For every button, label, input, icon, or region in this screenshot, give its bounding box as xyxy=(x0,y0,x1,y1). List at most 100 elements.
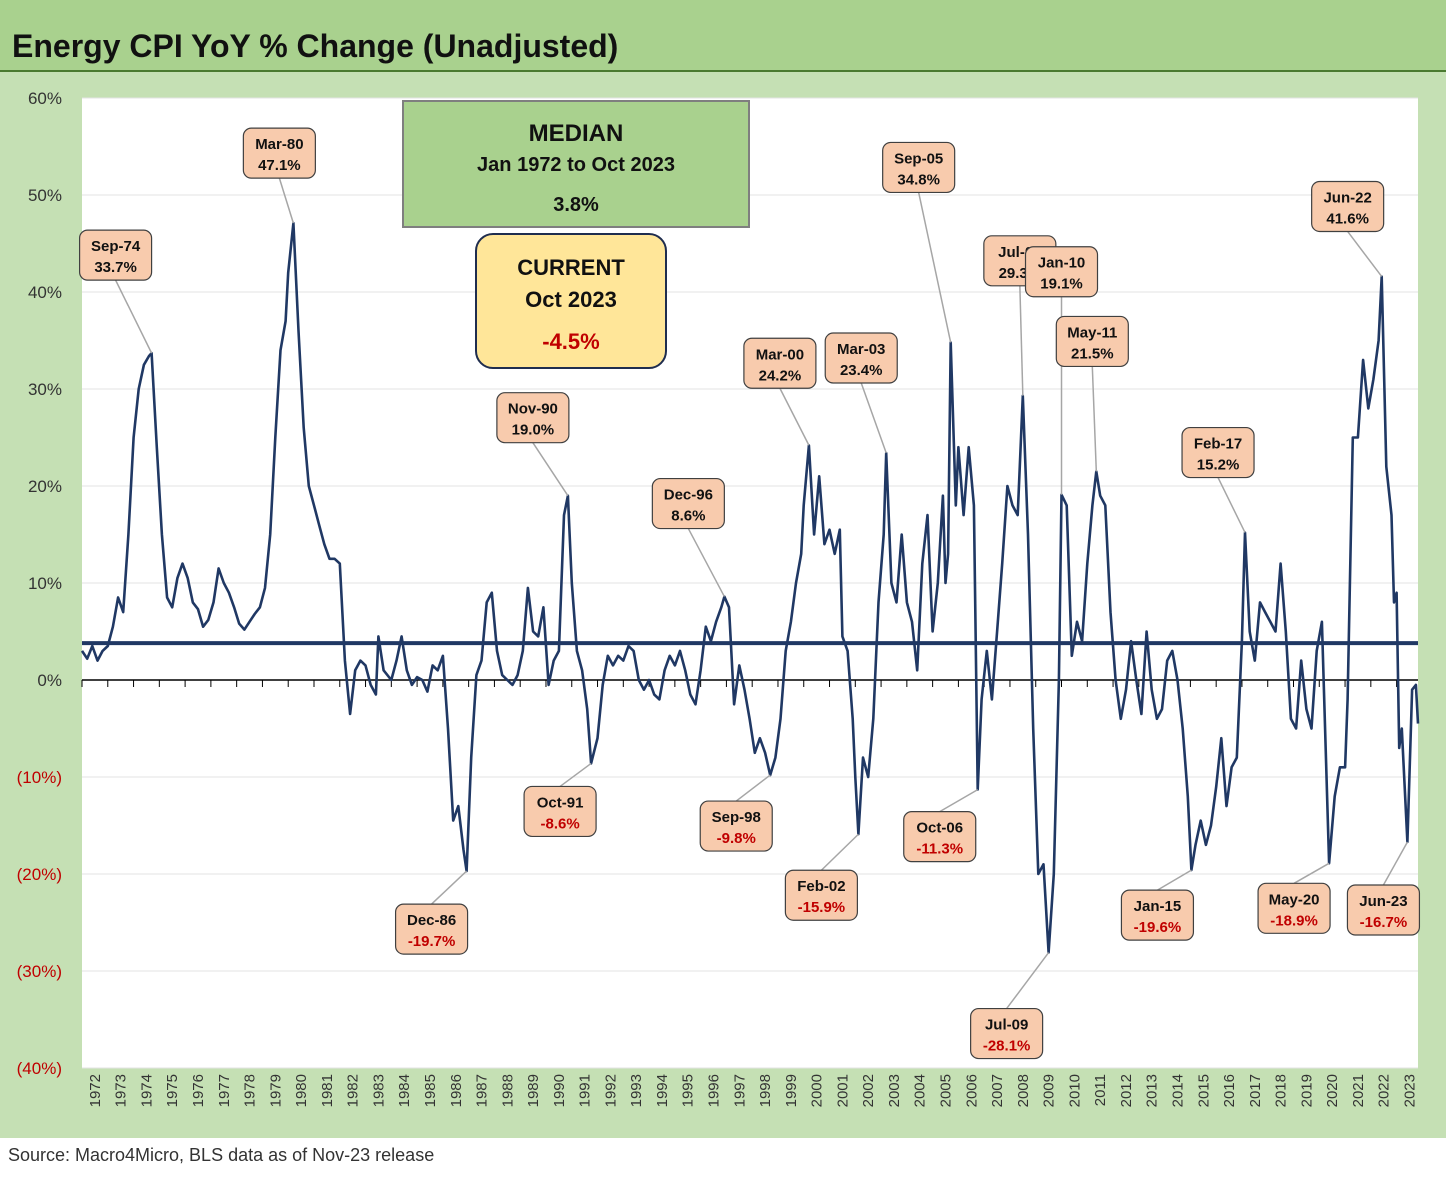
annotation-box xyxy=(1311,180,1385,233)
annotation-date: Dec-86 xyxy=(407,912,456,929)
annotation-value: -15.9% xyxy=(798,899,846,916)
annotation-leader xyxy=(114,279,153,354)
annotation-leader xyxy=(1091,366,1098,472)
annotation-leader xyxy=(1217,477,1246,533)
annotation-value: 23.4% xyxy=(840,362,883,379)
annotation-value: -19.7% xyxy=(408,933,456,950)
annotation-date: Nov-90 xyxy=(508,401,558,418)
annotation-box xyxy=(1181,426,1255,479)
x-tick-label: 1995 xyxy=(680,1074,697,1107)
annotation-box xyxy=(743,337,817,389)
annotation-value: 47.1% xyxy=(258,157,301,174)
annotation-value: 34.8% xyxy=(897,171,940,188)
annotation-value: -19.6% xyxy=(1134,919,1182,936)
x-tick-label: 1984 xyxy=(396,1074,413,1107)
x-tick-label: 2011 xyxy=(1092,1074,1109,1106)
annotation-value: 19.0% xyxy=(512,422,555,439)
x-tick-label: 2009 xyxy=(1041,1074,1058,1107)
x-tick-label: 1983 xyxy=(370,1074,387,1107)
x-tick-label: 2004 xyxy=(912,1074,929,1107)
y-tick-label: 0% xyxy=(37,671,62,690)
annotation-value: -18.9% xyxy=(1270,912,1318,929)
x-tick-label: 2019 xyxy=(1298,1074,1315,1107)
y-tick-label: (40%) xyxy=(17,1059,62,1078)
annotation-box xyxy=(496,392,570,444)
x-tick-label: 1988 xyxy=(499,1074,516,1107)
x-tick-label: 2000 xyxy=(809,1074,826,1107)
annotation-value: -28.1% xyxy=(983,1038,1031,1055)
annotation-value: -9.8% xyxy=(717,830,756,847)
y-tick-label: (20%) xyxy=(17,865,62,884)
annotation-leader xyxy=(779,387,810,446)
x-tick-label: 1977 xyxy=(216,1074,233,1107)
annotation-leader xyxy=(1006,952,1050,1010)
x-tick-label: 1980 xyxy=(293,1074,310,1107)
x-tick-label: 1998 xyxy=(757,1074,774,1107)
annotation-value: -11.3% xyxy=(916,841,963,858)
x-tick-label: 1973 xyxy=(113,1074,130,1107)
x-tick-label: 2006 xyxy=(963,1074,980,1107)
x-tick-label: 1982 xyxy=(345,1074,362,1107)
y-tick-label: 50% xyxy=(28,186,62,205)
annotation-date: Jun-22 xyxy=(1323,189,1371,206)
annotation-layer: Sep-74 33.7% Mar-80 47.1% Nov-90 19.0% Dec-96 8… xyxy=(78,127,1421,1060)
annotation-box xyxy=(970,1007,1044,1060)
median-value: 3.8% xyxy=(553,194,599,216)
annotation-date: Jan-10 xyxy=(1038,255,1086,272)
x-tick-label: 2020 xyxy=(1324,1074,1341,1107)
current-date: Oct 2023 xyxy=(525,287,617,312)
y-tick-label: 10% xyxy=(28,574,62,593)
y-tick-label: (10%) xyxy=(17,768,62,787)
annotation-value: 15.2% xyxy=(1197,457,1240,474)
median-box: MEDIAN Jan 1972 to Oct 2023 3.8% xyxy=(402,100,750,228)
x-tick-label: 2014 xyxy=(1170,1074,1187,1107)
annotation-date: Mar-03 xyxy=(837,341,885,358)
annotation-date: Jul-09 xyxy=(985,1017,1028,1034)
x-tick-label: 1986 xyxy=(448,1074,465,1107)
x-tick-label: 1989 xyxy=(525,1074,542,1107)
annotation-leader xyxy=(1347,231,1383,277)
x-tick-label: 2008 xyxy=(1015,1074,1032,1107)
leader-layer xyxy=(114,177,1409,1010)
x-tick-label: 1992 xyxy=(602,1074,619,1107)
x-tick-label: 1976 xyxy=(190,1074,207,1107)
annotation-box xyxy=(651,477,725,530)
annotation-box xyxy=(1024,246,1099,298)
annotation-date: May-20 xyxy=(1269,891,1320,908)
y-tick-label: 30% xyxy=(28,380,62,399)
annotation-box xyxy=(903,811,977,863)
x-tick-label: 2012 xyxy=(1118,1074,1135,1107)
y-tick-layer: 60% 50% 40% 30% 20% 10% 0% (10%) (20%) (30%) (40%) xyxy=(17,89,62,1078)
annotation-box xyxy=(394,903,469,955)
median-range: Jan 1972 to Oct 2023 xyxy=(477,154,675,176)
annotation-date: Mar-00 xyxy=(756,346,804,363)
x-tick-label: 1999 xyxy=(783,1074,800,1107)
chart-title: Energy CPI YoY % Change (Unadjusted) xyxy=(12,28,619,64)
x-tick-label: 1979 xyxy=(267,1074,284,1107)
x-tick-label: 2015 xyxy=(1195,1074,1212,1107)
annotation-leader xyxy=(278,177,295,224)
current-value: -4.5% xyxy=(542,329,600,354)
annotation-leader xyxy=(559,762,592,788)
x-tick-label: 1981 xyxy=(319,1074,336,1107)
annotation-date: Feb-02 xyxy=(797,878,845,895)
annotation-box xyxy=(1055,315,1129,368)
current-title: CURRENT xyxy=(517,255,625,280)
x-tick-label: 1978 xyxy=(242,1074,259,1107)
annotation-value: -16.7% xyxy=(1360,914,1408,931)
y-tick-label: 60% xyxy=(28,89,62,108)
x-tick-label: 1987 xyxy=(474,1074,491,1107)
annotation-leader xyxy=(917,192,952,343)
annotation-leader xyxy=(687,528,726,597)
annotation-leader xyxy=(1293,862,1330,884)
x-tick-label: 2003 xyxy=(886,1074,903,1107)
annotation-value: -8.6% xyxy=(540,815,579,832)
annotation-value: 41.6% xyxy=(1326,210,1369,227)
x-tick-label: 2013 xyxy=(1144,1074,1161,1107)
x-tick-label: 1975 xyxy=(164,1074,181,1107)
x-tick-label: 1996 xyxy=(706,1074,723,1107)
x-tick-label: 2022 xyxy=(1376,1074,1393,1107)
x-tick-layer: 1972 1973 1974 1975 1976 1977 1978 1979 1980 1981… xyxy=(87,1074,1419,1107)
annotation-box xyxy=(784,869,858,921)
x-tick-label: 1997 xyxy=(731,1074,748,1107)
